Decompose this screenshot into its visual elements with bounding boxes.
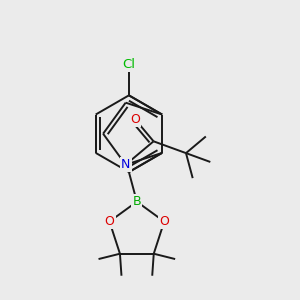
Text: N: N	[121, 158, 130, 171]
Text: O: O	[130, 113, 140, 126]
Text: O: O	[105, 215, 114, 228]
Text: B: B	[133, 195, 141, 208]
Text: O: O	[159, 215, 169, 228]
Text: Cl: Cl	[122, 58, 135, 71]
